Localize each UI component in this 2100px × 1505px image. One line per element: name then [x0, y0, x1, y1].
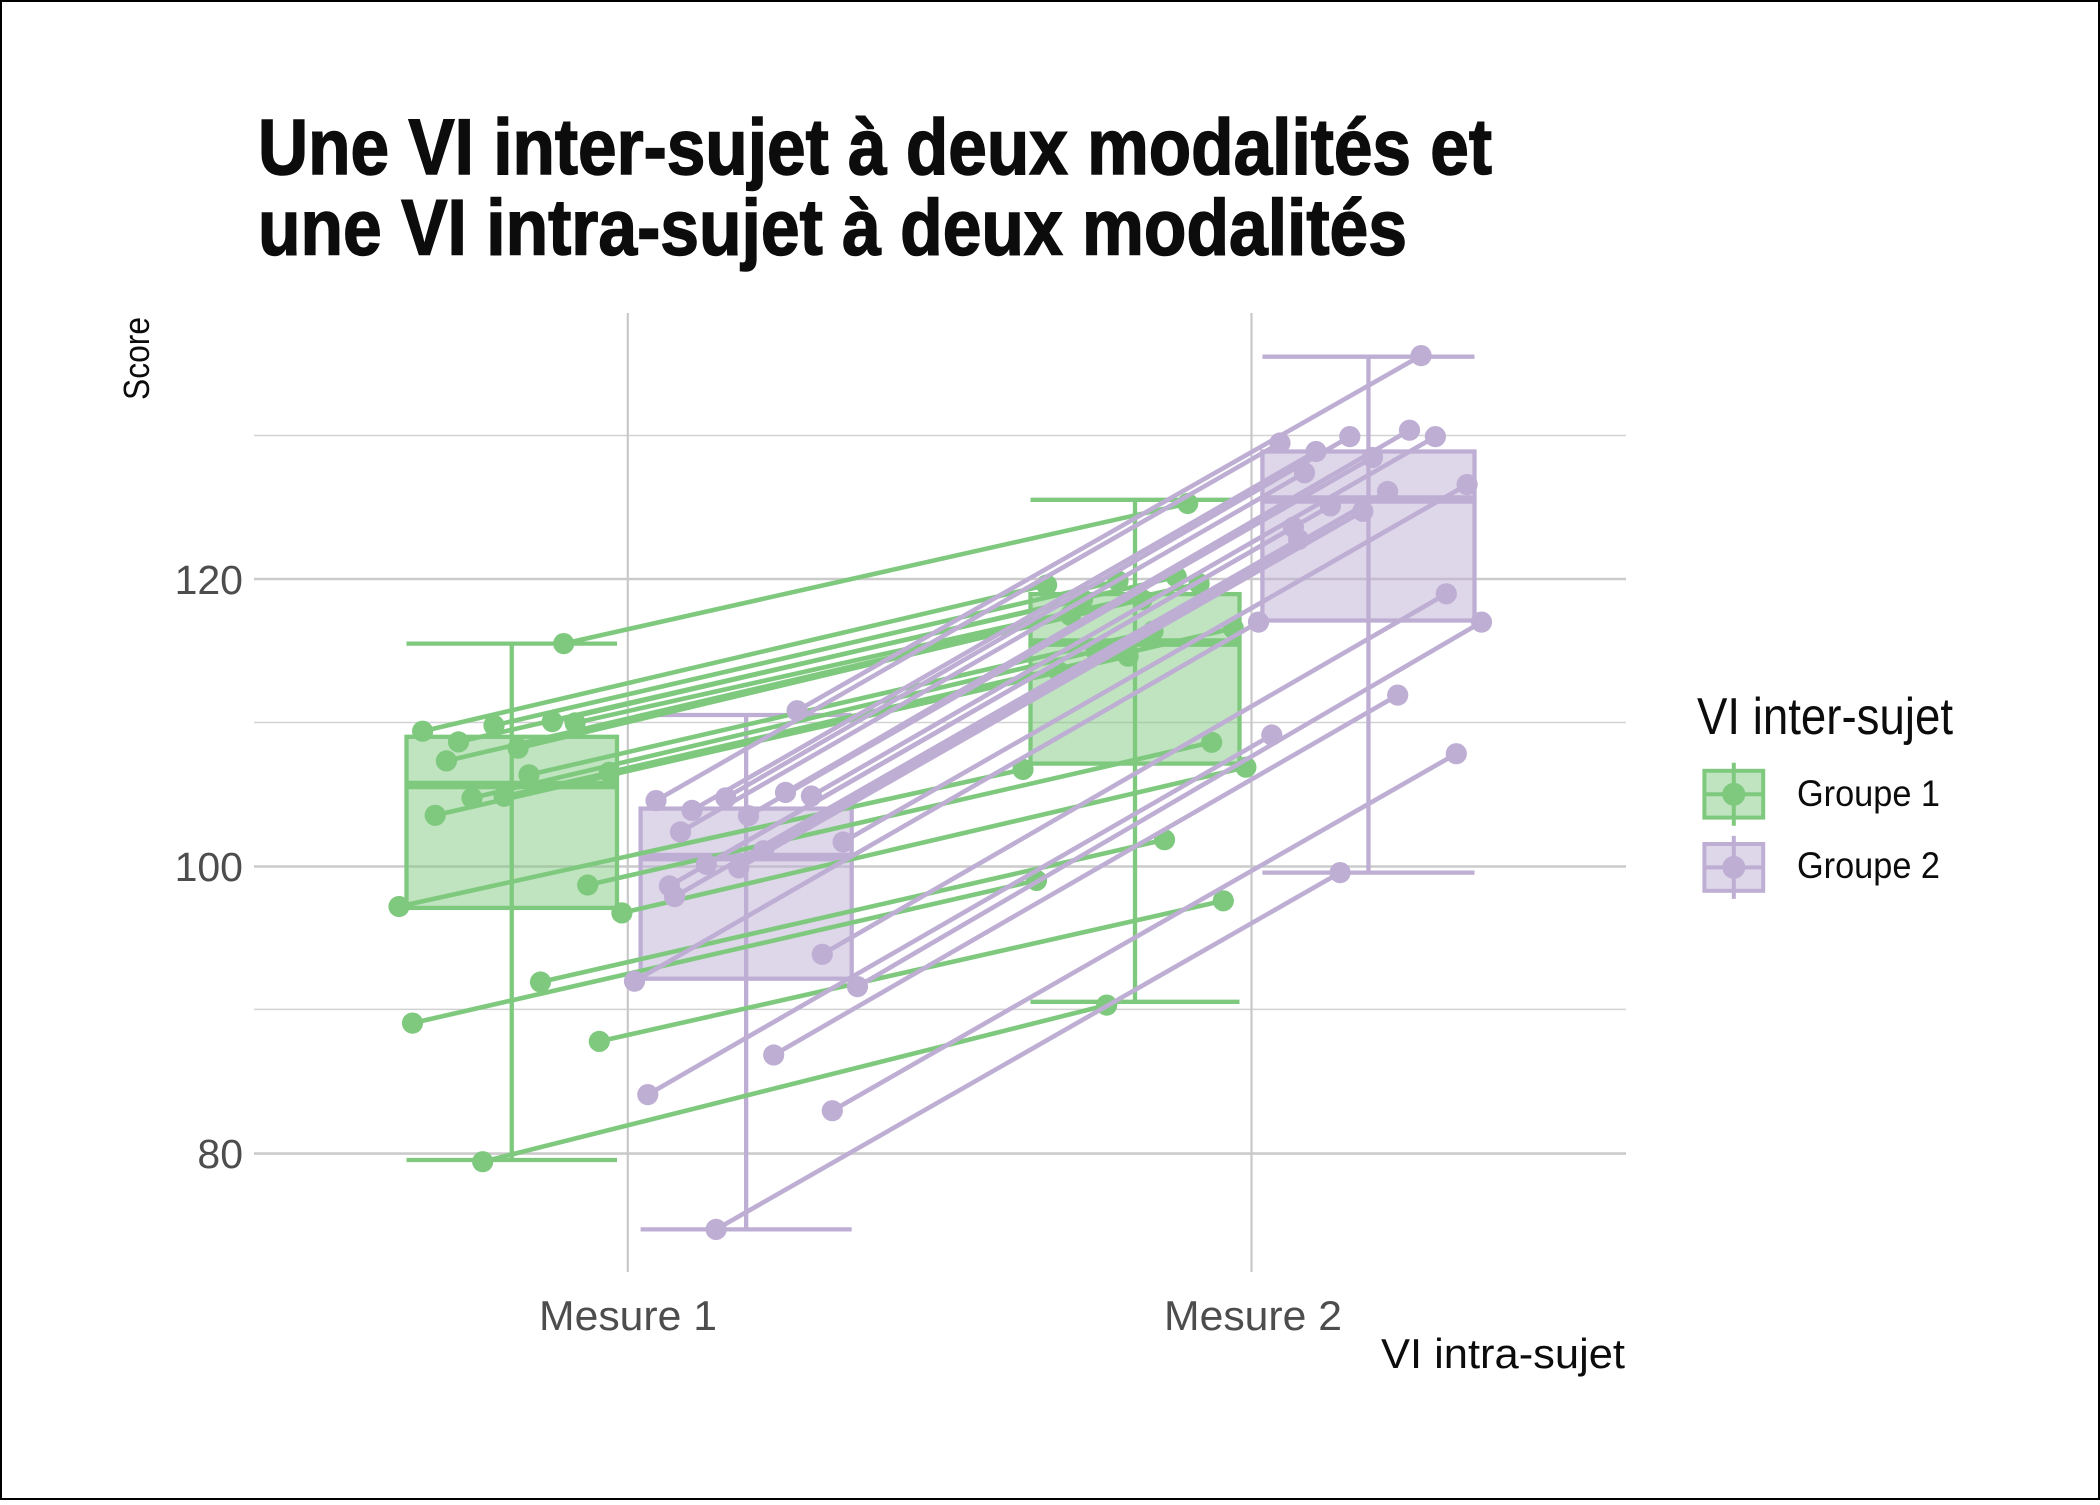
svg-text:Score: Score [116, 317, 157, 400]
svg-text:80: 80 [197, 1131, 243, 1177]
svg-text:100: 100 [175, 844, 243, 890]
svg-text:Mesure 1: Mesure 1 [539, 1292, 717, 1339]
svg-text:Groupe 2: Groupe 2 [1797, 845, 1940, 886]
svg-text:120: 120 [175, 557, 243, 603]
svg-text:VI intra-sujet: VI intra-sujet [1381, 1330, 1625, 1377]
svg-text:Groupe 1: Groupe 1 [1797, 773, 1940, 814]
svg-text:une VI intra-sujet à deux moda: une VI intra-sujet à deux modalités [258, 183, 1407, 272]
svg-text:Une VI inter-sujet à deux moda: Une VI inter-sujet à deux modalités et [258, 102, 1492, 191]
svg-text:VI inter-sujet: VI inter-sujet [1697, 688, 1953, 746]
svg-text:Mesure 2: Mesure 2 [1164, 1292, 1342, 1339]
